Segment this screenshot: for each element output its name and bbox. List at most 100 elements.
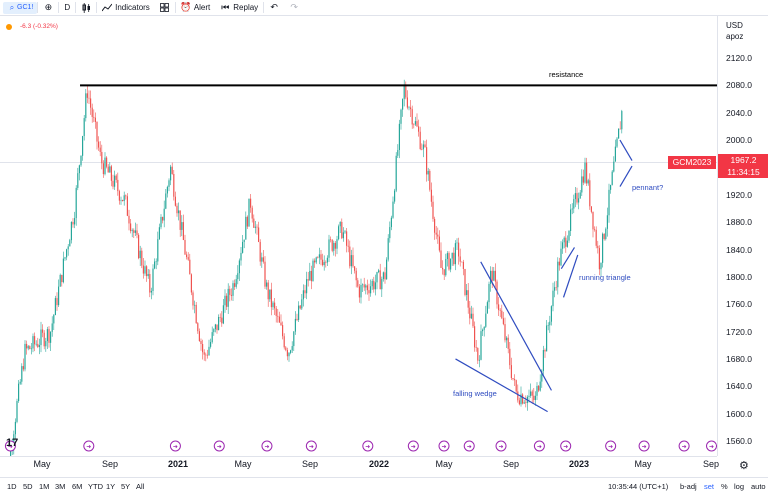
time-tick-label: Sep [702,459,720,469]
redo-icon: ↷ [290,2,298,12]
candle-body [546,325,548,352]
candle-body [178,210,180,214]
candle-body [197,323,199,332]
indicators-label: Indicators [115,3,150,12]
candle-body [168,180,170,187]
candle-body [286,350,288,357]
candle-body [405,85,407,98]
candle-body [218,316,220,331]
price-chart[interactable]: ➜ ➜ ➜ ➜ ➜ ➜ ➜ ➜ ➜ ➜ ➜ ➜ ➜ ➜ ➜ ➜ ➜ [0,16,717,456]
candle-body [466,290,468,295]
range-button-all[interactable]: All [136,482,145,491]
log-toggle[interactable]: log [734,482,745,491]
candle-body [187,257,189,260]
candle-body [30,348,32,350]
time-tick-label: May [234,459,252,469]
percent-toggle[interactable]: % [721,482,728,491]
candle-body [157,239,159,262]
range-button-3m[interactable]: 3M [55,482,66,491]
candle-body [229,288,231,295]
price-tick-label: 1680.0 [726,353,752,364]
range-button-5y[interactable]: 5Y [121,482,131,491]
auto-toggle[interactable]: auto [751,482,766,491]
candle-body [99,147,101,152]
candle-body [406,97,408,108]
candle-body [14,421,16,435]
candle-body [382,272,384,280]
replay-icon: ⏮ [221,2,230,12]
chart-type-button[interactable] [76,0,96,15]
candle-body [458,242,460,257]
time-tick-label: 2021 [167,459,189,469]
time-axis[interactable]: May Sep 2021 May Sep 2022 May Sep 2023 May Sep [0,456,720,477]
price-tick-label: 2000.0 [726,135,752,146]
range-button-1y[interactable]: 1Y [106,482,116,491]
session-toggle[interactable]: set [704,482,715,491]
compare-button[interactable]: ⊕ [38,0,58,15]
separator [58,2,60,13]
candle-body [445,259,447,276]
candle-body [72,222,74,225]
indicators-button[interactable]: Indicators [97,0,155,15]
adjust-toggle[interactable]: b-adj [680,482,697,491]
candle-body [506,337,508,341]
candle-body [219,316,221,318]
tradingview-logo-icon[interactable]: 17 [6,437,19,449]
settings-icon[interactable]: ⚙ [739,460,749,472]
time-tick-label: May [33,459,51,469]
candle-body [522,394,524,404]
resistance-label: resistance [549,70,584,79]
candle-body [61,274,63,283]
alert-button[interactable]: ⏰ Alert [176,0,215,15]
candle-body [235,279,237,287]
candle-body [186,254,188,258]
candle-body [389,227,391,239]
candle-body [165,193,167,209]
candle-body [59,274,61,287]
candle-body [88,97,90,99]
layouts-button[interactable] [155,0,175,15]
range-button-1d[interactable]: 1D [7,482,17,491]
candle-body [34,336,36,345]
clock[interactable]: 10:35:44 (UTC+1) [608,482,669,491]
candle-body [253,218,255,228]
candle-body [198,331,200,342]
candle-body [582,176,584,183]
candle-body [621,111,623,130]
event-marker-arrow: ➜ [309,445,314,451]
time-tick-label: 2022 [368,459,390,469]
candle-body [493,270,495,281]
candle-body [496,281,498,305]
range-button-1m[interactable]: 1M [39,482,50,491]
price-axis[interactable]: USD apoz 1967.2 11:34:15 2120.0 2080.0 204… [717,16,768,456]
event-marker [362,440,374,452]
last-price-tag: 1967.2 11:34:15 [718,154,768,178]
range-button-5d[interactable]: 5D [23,482,33,491]
symbol-search[interactable]: ⌕ GC1! [3,1,38,14]
range-button-ytd[interactable]: YTD [88,482,103,491]
candle-body [149,274,151,293]
candle-body [517,391,519,401]
price-tick-label: 1840.0 [726,244,752,255]
candle-body [554,287,556,291]
candle-body [523,402,525,404]
candle-body [558,261,560,266]
candle-body [470,313,472,319]
candle-body [538,385,540,391]
candle-body [536,385,538,396]
candle-body [64,257,66,259]
replay-button[interactable]: ⏮ Replay [215,0,263,15]
indicators-icon [102,3,113,13]
undo-button[interactable]: ↶ [264,0,284,15]
interval-button[interactable]: D [59,0,75,15]
candle-body [590,206,592,212]
event-marker-arrow: ➜ [86,445,91,451]
candle-body [552,290,554,307]
candle-body [173,173,175,197]
range-button-6m[interactable]: 6M [72,482,83,491]
candle-body [354,266,356,271]
candle-body [403,85,405,99]
candle-body [422,144,424,150]
redo-button[interactable]: ↷ [284,0,304,15]
candle-body [110,166,112,181]
